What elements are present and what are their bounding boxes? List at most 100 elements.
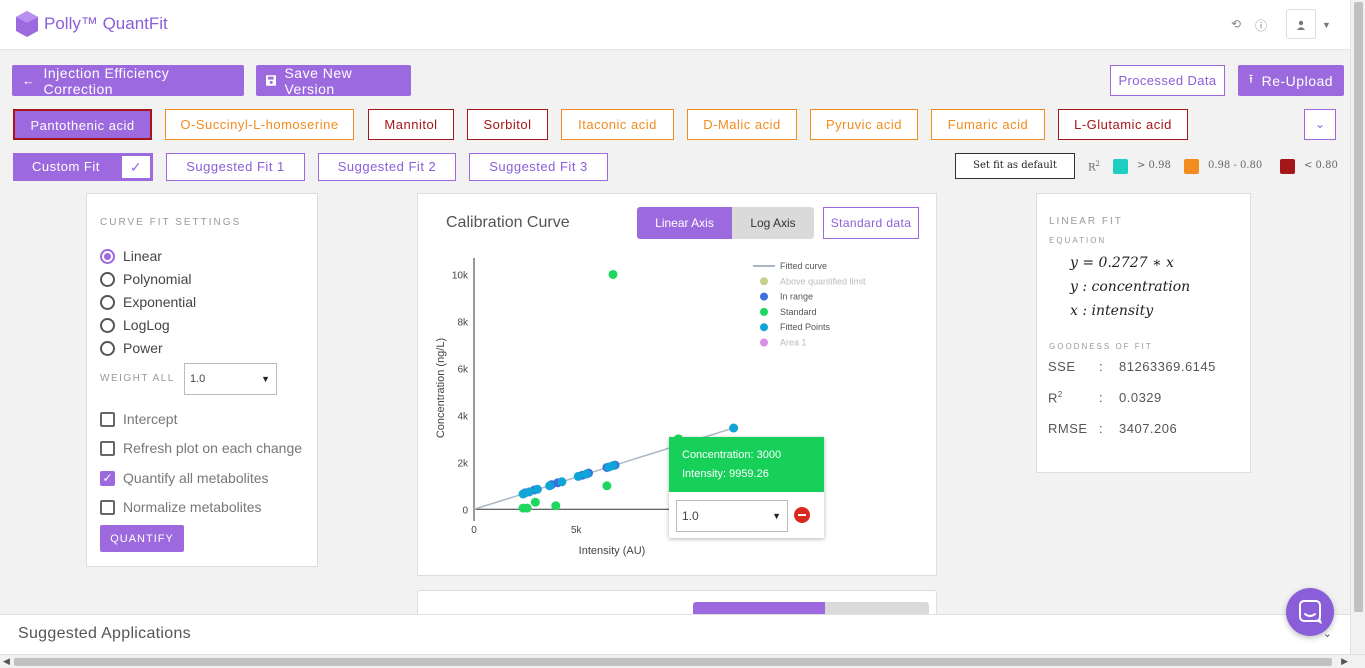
y-tick-label: 2k (457, 458, 469, 469)
refresh-plot-checkbox[interactable]: Refresh plot on each change (100, 440, 302, 456)
stat-separator: : (1099, 421, 1104, 436)
chat-support-button[interactable] (1286, 588, 1334, 636)
sse-value: 81263369.6145 (1119, 359, 1216, 374)
fit-type-loglog[interactable]: LogLog (100, 317, 170, 333)
data-point-fitted-points (545, 481, 555, 491)
chevron-down-icon[interactable]: ⌄ (1322, 628, 1332, 640)
legend-item-label: In range (780, 292, 813, 302)
legend-item-label: Fitted curve (780, 261, 827, 271)
data-point-fitted-points (524, 487, 534, 497)
equation-line: y = 0.2727 ∗ x (1070, 255, 1174, 271)
legend-item-label: Area 1 (780, 338, 807, 348)
metabolite-chip-pantothenic-acid[interactable]: Pantothenic acid (13, 109, 152, 140)
normalize-metabolites-checkbox[interactable]: Normalize metabolites (100, 499, 262, 515)
checkmark-icon: ✓ (122, 156, 150, 178)
scroll-left-icon[interactable]: ◀ (3, 656, 10, 666)
concentration-plot-tab[interactable] (693, 602, 825, 616)
quantify-button[interactable]: QUANTIFY (100, 525, 184, 552)
x-tick-label: 0 (471, 525, 477, 536)
set-fit-as-default-button[interactable]: Set fit as default (955, 153, 1075, 179)
r2-legend-label: R2 (1088, 160, 1100, 174)
r2-mid-swatch (1184, 159, 1199, 174)
suggested-fit-1-button[interactable]: Suggested Fit 1 (166, 153, 305, 181)
dropdown-arrow-icon: ▼ (772, 511, 781, 521)
equation-label: EQUATION (1049, 236, 1107, 245)
metabolite-chip-l-glutamic-acid[interactable]: L-Glutamic acid (1058, 109, 1188, 140)
log-axis-tab[interactable]: Log Axis (732, 207, 814, 239)
legend-swatch (760, 338, 768, 347)
metabolite-chip-sorbitol[interactable]: Sorbitol (467, 109, 548, 140)
suggested-fit-3-button[interactable]: Suggested Fit 3 (469, 153, 608, 181)
injection-efficiency-back-button[interactable]: ← Injection Efficiency Correction (12, 65, 244, 97)
radio-selected-icon (100, 248, 115, 264)
fit-type-linear[interactable]: Linear (100, 248, 162, 264)
data-point-fitted-points (573, 471, 583, 481)
sse-label: SSE (1048, 359, 1076, 374)
history-icon[interactable]: ⟲ (1231, 17, 1242, 31)
suggested-fit-2-button[interactable]: Suggested Fit 2 (318, 153, 456, 181)
intercept-checkbox[interactable]: Intercept (100, 411, 177, 427)
fit-type-power[interactable]: Power (100, 340, 163, 356)
app-title: Polly™ QuantFit (44, 14, 168, 33)
fit-type-polynomial[interactable]: Polynomial (100, 271, 191, 287)
save-new-version-button[interactable]: Save New Version (256, 65, 411, 97)
re-upload-button[interactable]: ⭱ Re-Upload (1238, 65, 1344, 96)
metabolite-chip-itaconic-acid[interactable]: Itaconic acid (561, 109, 674, 140)
stat-separator: : (1099, 390, 1104, 405)
r2-high-label: > 0.98 (1137, 160, 1171, 171)
metabolite-chip-fumaric-acid[interactable]: Fumaric acid (931, 109, 1045, 140)
metabolite-chip-pyruvic-acid[interactable]: Pyruvic acid (810, 109, 918, 140)
curve-fit-settings-title: CURVE FIT SETTINGS (100, 217, 242, 228)
polly-logo-icon (16, 11, 38, 37)
tooltip-info: Concentration: 3000 Intensity: 9959.26 (669, 437, 824, 492)
linear-axis-tab[interactable]: Linear Axis (637, 207, 732, 239)
r2-high-swatch (1113, 159, 1128, 174)
remove-point-icon[interactable] (794, 507, 810, 523)
legend-swatch (760, 307, 768, 316)
legend-item-label: Standard (780, 307, 817, 317)
y-axis-title: Concentration (ng/L) (435, 338, 447, 438)
standard-data-button[interactable]: Standard data (823, 207, 919, 239)
top-bar: Polly™ QuantFit ⟲ ⓘ ▼ (0, 0, 1350, 50)
linear-fit-panel (1036, 193, 1251, 473)
weight-all-label: WEIGHT ALL (100, 373, 175, 384)
checkbox-icon (100, 440, 115, 456)
suggested-applications-bar[interactable]: Suggested Applications ⌄ (0, 614, 1350, 654)
equation-variable-x: x : intensity (1070, 303, 1154, 319)
metabolite-chip-o-succinyl-l-homoserine[interactable]: O-Succinyl-L-homoserine (165, 109, 354, 140)
radio-icon (100, 271, 115, 287)
scroll-right-icon[interactable]: ▶ (1341, 656, 1348, 666)
data-point-standard (602, 481, 612, 491)
info-icon[interactable]: ⓘ (1255, 19, 1268, 33)
checkbox-icon (100, 499, 115, 515)
checkbox-icon (100, 411, 115, 427)
user-icon (1297, 20, 1305, 30)
data-point-fitted-points (581, 469, 591, 479)
processed-data-button[interactable]: Processed Data (1110, 65, 1225, 96)
point-tooltip: Concentration: 3000 Intensity: 9959.26 1… (669, 437, 824, 538)
user-menu-chevron-icon[interactable]: ▼ (1322, 20, 1331, 30)
rmse-label: RMSE (1048, 421, 1088, 436)
user-avatar[interactable] (1286, 9, 1316, 39)
r2-label: R2 (1048, 390, 1063, 406)
metabolite-chip-d-malic-acid[interactable]: D-Malic acid (687, 109, 797, 140)
data-point-fitted-points (532, 484, 542, 494)
point-weight-select[interactable]: 1.0 ▼ (676, 500, 788, 532)
more-metabolites-chevron-down-icon[interactable]: ⌄ (1304, 109, 1336, 140)
metabolite-chip-mannitol[interactable]: Mannitol (368, 109, 454, 140)
vertical-scrollbar[interactable] (1350, 0, 1365, 654)
goodness-of-fit-label: GOODNESS OF FIT (1049, 342, 1153, 351)
linear-fit-title: LINEAR FIT (1049, 216, 1123, 227)
residue-plot-tab[interactable] (825, 602, 929, 616)
r2-low-swatch (1280, 159, 1295, 174)
fit-type-exponential[interactable]: Exponential (100, 294, 196, 310)
horizontal-scrollbar[interactable]: ◀ ▶ (0, 654, 1365, 668)
weight-all-select[interactable]: 1.0 ▼ (184, 363, 277, 395)
custom-fit-button[interactable]: Custom Fit ✓ (13, 153, 153, 181)
y-tick-label: 8k (457, 317, 469, 328)
radio-icon (100, 294, 115, 310)
calibration-curve-title: Calibration Curve (446, 214, 570, 231)
quantify-all-checkbox[interactable]: ✓ Quantify all metabolites (100, 470, 269, 486)
data-point-fitted-points (608, 461, 618, 471)
r2-value: 0.0329 (1119, 390, 1162, 405)
